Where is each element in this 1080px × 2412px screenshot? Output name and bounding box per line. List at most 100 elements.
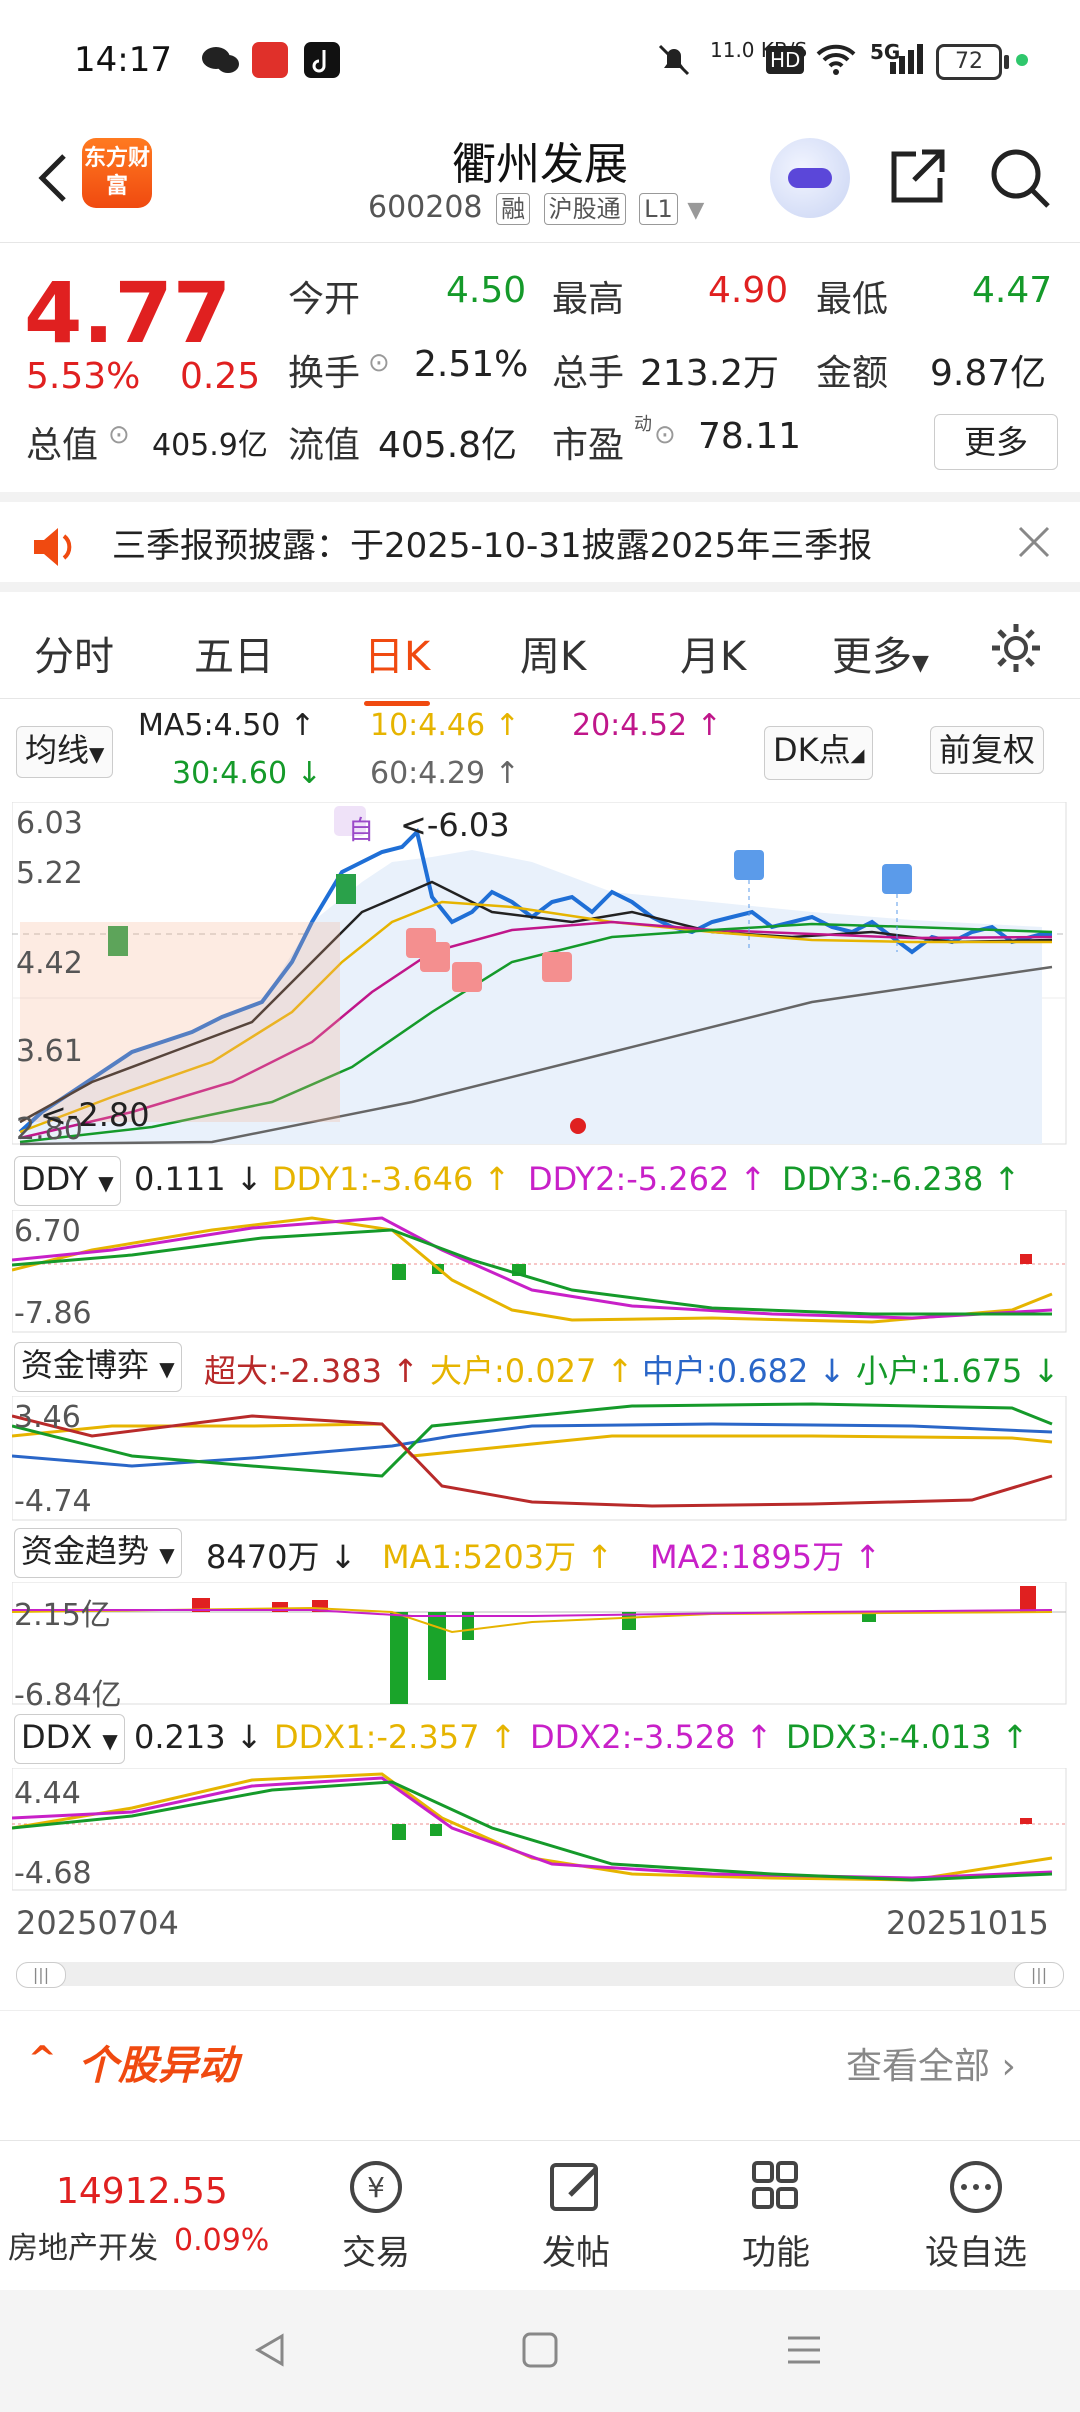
nav-menu-icon[interactable] [784,2330,824,2374]
high-label: 最高 [552,279,625,320]
trade-button[interactable]: ¥ 交易 [296,2157,456,2274]
ddx-bottom: -4.68 [14,1856,92,1891]
info-icon[interactable]: ⊙ [368,348,390,378]
anomaly-section: ^ 个股异动 查看全部 › [0,2010,1080,2111]
ddy-dropdown[interactable]: DDY ▼ [14,1156,121,1206]
ma-dropdown[interactable]: 均线▼ [16,726,114,778]
ddy1-value: DDY1:-3.646 ↑ [272,1160,511,1198]
min-price-label: <-2.80 [40,1096,150,1134]
tiktok-icon [304,42,340,82]
ma20-value: 20:4.52 ↑ [572,708,722,743]
trade-icon: ¥ [350,2161,402,2213]
post-button[interactable]: 发帖 [496,2157,656,2274]
fund-game-chart [12,1396,1067,1521]
functions-button[interactable]: 功能 [696,2157,856,2274]
sell-marker [882,864,912,894]
view-all-link[interactable]: 查看全部 › [846,2046,1016,2087]
add-watchlist-button[interactable]: 设自选 [896,2157,1056,2274]
close-icon[interactable] [1014,522,1054,566]
index-value[interactable]: 14912.55 [56,2171,228,2212]
signal-9-marker-2 [108,926,128,956]
float-label: 流值 [288,425,361,466]
tab-more[interactable]: 更多▼ [832,634,929,680]
ddx-chart [12,1768,1067,1891]
signal-label: 5G [870,40,901,64]
chart-tabs: 分时 五日 日K 周K 月K 更多▼ [0,598,1080,706]
wechat-icon [200,44,240,80]
self-tag [334,806,366,836]
dk-point-dropdown[interactable]: DK点◢ [764,726,874,780]
tab-daily-k[interactable]: 日K [364,624,431,706]
info-icon[interactable]: ⊙ [654,420,676,450]
signal-icon [888,44,924,78]
fund-trend-chart [12,1582,1067,1705]
info-icon[interactable]: ⊙ [108,420,130,450]
fund-trend-top: 2.15亿 [14,1598,111,1633]
kline-chart[interactable] [12,802,1068,1146]
back-arrow-icon[interactable] [26,148,86,208]
tag-margin: 融 [496,193,531,225]
share-icon[interactable] [886,146,948,212]
svg-text:¥: ¥ [367,2171,385,2204]
stock-code: 600208 [368,190,483,225]
assistant-robot-icon[interactable] [770,138,850,218]
fund-trend-dropdown[interactable]: 资金趋势 ▼ [14,1528,182,1578]
nav-back-icon[interactable] [250,2330,290,2374]
scroll-handle-left[interactable]: ||| [16,1962,66,1988]
fund-ma1-value: MA1:5203万 ↑ [382,1538,614,1576]
chevron-up-icon[interactable]: ^ [28,2039,57,2079]
ma10-value: 10:4.46 ↑ [370,708,520,743]
tab-monthly-k[interactable]: 月K [680,634,747,680]
ddy-bottom: -7.86 [14,1296,92,1331]
change-amount: 0.25 [180,356,261,397]
notice-text: 三季报预披露：于2025-10-31披露2025年三季报 [112,526,873,566]
notice-bar[interactable]: 三季报预披露：于2025-10-31披露2025年三季报 [0,492,1080,592]
fund-game-bottom: -4.74 [14,1484,92,1519]
scroll-handle-right[interactable]: ||| [1014,1962,1064,1988]
index-name[interactable]: 房地产开发 [8,2231,158,2266]
stock-code-row: 600208 融 沪股通 L1 ▼ [368,190,704,225]
clock: 14:17 [74,40,172,80]
tab-intraday[interactable]: 分时 [34,634,114,680]
search-icon[interactable] [988,146,1052,214]
tab-five-day[interactable]: 五日 [194,634,274,680]
charging-dot [1016,54,1028,66]
small-value: 小户:1.675 ↓ [856,1352,1060,1390]
chart-scrollbar[interactable]: ||| ||| [16,1962,1064,1988]
mcap-label: 总值 [26,425,99,466]
price-line [18,828,1052,1134]
gear-icon[interactable] [988,620,1044,680]
ma30-value: 30:4.60 ↓ [172,756,322,791]
open-value: 4.50 [446,270,527,311]
y-tick-max: 6.03 [16,806,83,841]
status-bar: 14:17 11.0 KB/S HD 5G 72 [0,0,1080,120]
pe-label: 市盈 [552,425,625,466]
ddx-dropdown[interactable]: DDX ▼ [14,1714,125,1764]
chevron-down-icon[interactable]: ▼ [687,198,705,223]
mcap-value: 405.9亿 [152,428,268,463]
tab-weekly-k[interactable]: 周K [520,634,587,680]
date-end: 20251015 [886,1904,1049,1942]
stock-header: 东方财富 衢州发展 600208 融 沪股通 L1 ▼ [0,120,1080,243]
app-logo: 东方财富 [82,138,152,208]
ma60-value: 60:4.29 ↑ [370,756,520,791]
max-price-label: <-6.03 [400,806,510,844]
high-value: 4.90 [708,270,789,311]
ddy-value: 0.111 ↓ [134,1160,263,1198]
sell-marker [734,850,764,880]
buy-marker [452,962,482,992]
turnover-label: 换手 [288,353,361,394]
fund-game-dropdown[interactable]: 资金博弈 ▼ [14,1342,182,1392]
amount-value: 9.87亿 [930,353,1047,394]
date-start: 20250704 [16,1904,179,1942]
nav-home-icon[interactable] [520,2330,560,2374]
pe-dynamic-sup: 动 [634,414,652,435]
buy-marker [420,942,450,972]
float-value: 405.8亿 [378,425,518,466]
hd-badge: HD [766,46,805,74]
super-large-value: 超大:-2.383 ↑ [204,1352,419,1390]
adjust-dropdown[interactable]: 前复权 [930,726,1045,774]
ddy-chart [12,1210,1067,1333]
y-tick-4: 3.61 [16,1034,83,1069]
more-button[interactable]: 更多 [934,414,1058,470]
